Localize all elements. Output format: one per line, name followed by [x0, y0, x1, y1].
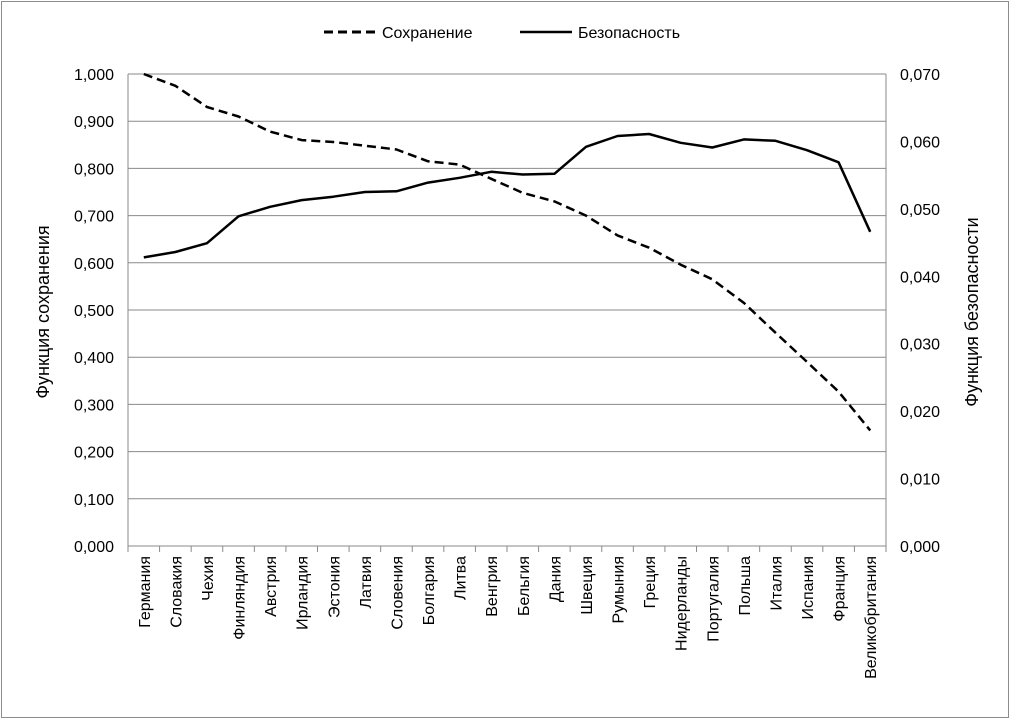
- right-tick-label: 0,010: [900, 472, 940, 489]
- left-tick-label: 0,100: [74, 492, 114, 509]
- left-tick-label: 0,300: [74, 397, 114, 414]
- category-label: Финляндия: [232, 556, 249, 640]
- category-label: Словения: [389, 556, 406, 630]
- category-label: Италия: [768, 556, 785, 610]
- left-axis-title: Функция сохранения: [33, 225, 53, 398]
- left-tick-label: 0,700: [74, 209, 114, 226]
- category-label: Германия: [137, 556, 154, 628]
- category-label: Румыния: [611, 556, 628, 623]
- left-tick-label: 0,800: [74, 161, 114, 178]
- right-tick-label: 0,030: [900, 337, 940, 354]
- left-tick-label: 0,400: [74, 350, 114, 367]
- category-label: Эстония: [326, 556, 343, 618]
- legend: Сохранение Безопасность: [324, 25, 680, 42]
- category-label: Дания: [547, 556, 564, 602]
- right-tick-label: 0,020: [900, 404, 940, 421]
- left-tick-label: 0,000: [74, 539, 114, 556]
- category-label: Болгария: [421, 556, 438, 625]
- category-label: Латвия: [358, 556, 375, 608]
- category-label: Португалия: [705, 556, 722, 642]
- right-tick-label: 0,060: [900, 134, 940, 151]
- category-label: Словакия: [168, 556, 185, 628]
- right-axis-title: Функция безопасности: [962, 217, 982, 406]
- gridlines: [128, 73, 886, 500]
- series-line-sohranenie: [143, 72, 872, 432]
- category-label: Литва: [453, 556, 470, 600]
- left-tick-label: 0,600: [74, 256, 114, 273]
- right-axis-ticks: 0,000 0,010 0,020 0,030 0,040 0,050 0,060 0,070: [900, 67, 940, 556]
- category-label: Австрия: [263, 556, 280, 617]
- category-label: Испания: [800, 556, 817, 620]
- series-lines: [143, 72, 872, 432]
- left-axis-ticks: 0,000 0,100 0,200 0,300 0,400 0,500 0,600 0,700…: [74, 67, 114, 556]
- left-tick-label: 1,000: [74, 67, 114, 84]
- series-line-bezopasnost: [143, 132, 872, 259]
- category-label: Венгрия: [484, 556, 501, 617]
- category-labels: Германия Словакия Чехия Финляндия Австрия Ирл…: [137, 556, 880, 679]
- category-label: Франция: [832, 556, 849, 622]
- legend-label-sohranenie: Сохранение: [382, 25, 473, 42]
- category-label: Ирландия: [295, 556, 312, 630]
- legend-label-bezopasnost: Безопасность: [578, 25, 680, 42]
- category-label: Бельгия: [516, 556, 533, 616]
- category-label: Чехия: [200, 556, 217, 601]
- category-label: Швеция: [579, 556, 596, 615]
- left-tick-label: 0,200: [74, 445, 114, 462]
- axes: [127, 74, 887, 552]
- left-tick-label: 0,500: [74, 303, 114, 320]
- category-label: Великобритания: [863, 556, 880, 679]
- right-tick-label: 0,070: [900, 67, 940, 84]
- right-tick-label: 0,050: [900, 202, 940, 219]
- right-tick-label: 0,000: [900, 539, 940, 556]
- right-tick-label: 0,040: [900, 269, 940, 286]
- category-label: Нидерланды: [674, 556, 691, 651]
- category-label: Греция: [642, 556, 659, 608]
- left-tick-label: 0,900: [74, 114, 114, 131]
- category-label: Польша: [737, 556, 754, 616]
